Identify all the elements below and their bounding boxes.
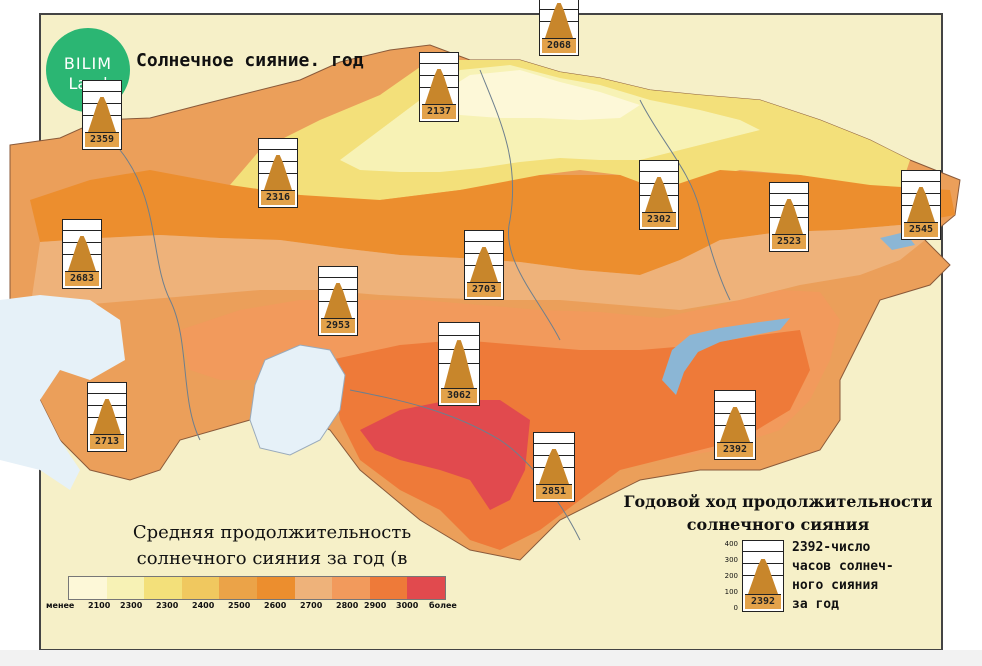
station-value: 2851 xyxy=(536,484,572,499)
legend-swatch xyxy=(106,577,145,599)
station-value: 2392 xyxy=(717,442,753,457)
station-chart: 2137 xyxy=(419,52,459,122)
station-value: 2523 xyxy=(772,234,806,249)
note-station-chart: 2392 xyxy=(742,540,784,612)
legend-swatch xyxy=(181,577,220,599)
map-title: Солнечное сияние. год xyxy=(136,50,364,71)
station-chart: 2392 xyxy=(714,390,756,460)
note-text: 2392-число часов солнеч- ного сияния за … xyxy=(792,540,894,612)
station-value: 2068 xyxy=(542,38,576,53)
scale-label: 2100 xyxy=(88,601,111,610)
station-chart: 2953 xyxy=(318,266,358,336)
station-value: 2359 xyxy=(85,132,119,147)
note-axis: 400 300 200 100 0 xyxy=(724,540,738,612)
scale-label: 2600 xyxy=(264,601,287,610)
station-chart: 2302 xyxy=(639,160,679,230)
legend-swatch xyxy=(256,577,295,599)
note-station-value: 2392 xyxy=(745,594,781,609)
legend-swatch xyxy=(332,577,370,599)
station-value: 2703 xyxy=(467,282,501,297)
balkhash-lake xyxy=(662,318,790,395)
station-value: 2683 xyxy=(65,271,99,286)
legend-swatch xyxy=(69,577,107,599)
station-value: 2545 xyxy=(904,222,938,237)
station-chart: 3062 xyxy=(438,322,480,406)
scale-label: 3000 xyxy=(396,601,419,610)
river xyxy=(639,99,731,301)
legend-swatch xyxy=(219,577,257,599)
legend-swatch xyxy=(144,577,182,599)
caspian-sea xyxy=(0,295,125,490)
station-chart: 2523 xyxy=(769,182,809,252)
legend-swatch xyxy=(294,577,333,599)
scale-label: 2700 xyxy=(300,601,323,610)
river xyxy=(119,149,201,441)
station-value: 2302 xyxy=(642,212,676,227)
legend-swatch xyxy=(407,577,445,599)
bottom-strip xyxy=(0,650,982,666)
station-value: 2953 xyxy=(321,318,355,333)
river xyxy=(349,389,581,541)
aral-sea xyxy=(249,344,346,456)
station-chart: 2316 xyxy=(258,138,298,208)
zone-lt2100 xyxy=(430,70,640,120)
station-chart: 2359 xyxy=(82,80,122,150)
station-value: 2137 xyxy=(422,104,456,119)
note-title: Годовой ход продолжительности солнечного… xyxy=(623,492,933,534)
scale-label: 2400 xyxy=(192,601,215,610)
legend-scale-labels: менее 2100 2300 2300 2400 2500 2600 2700… xyxy=(46,601,466,613)
scale-label: 2800 xyxy=(336,601,359,610)
station-chart: 2068 xyxy=(539,0,579,56)
station-chart: 2713 xyxy=(87,382,127,452)
zone-gt3000 xyxy=(360,400,530,510)
river xyxy=(479,69,561,341)
scale-label: 2500 xyxy=(228,601,251,610)
station-chart: 2683 xyxy=(62,219,102,289)
scale-label: 2900 xyxy=(364,601,387,610)
scale-label: менее xyxy=(46,601,75,610)
station-value: 2316 xyxy=(261,190,295,205)
scale-label: более xyxy=(429,601,457,610)
scale-label: 2300 xyxy=(120,601,143,610)
station-chart: 2703 xyxy=(464,230,504,300)
station-chart: 2545 xyxy=(901,170,941,240)
legend-swatch xyxy=(369,577,408,599)
legend-scale xyxy=(68,576,446,600)
station-value: 3062 xyxy=(441,388,477,403)
scale-label: 2300 xyxy=(156,601,179,610)
station-value: 2713 xyxy=(90,434,124,449)
station-chart: 2851 xyxy=(533,432,575,502)
